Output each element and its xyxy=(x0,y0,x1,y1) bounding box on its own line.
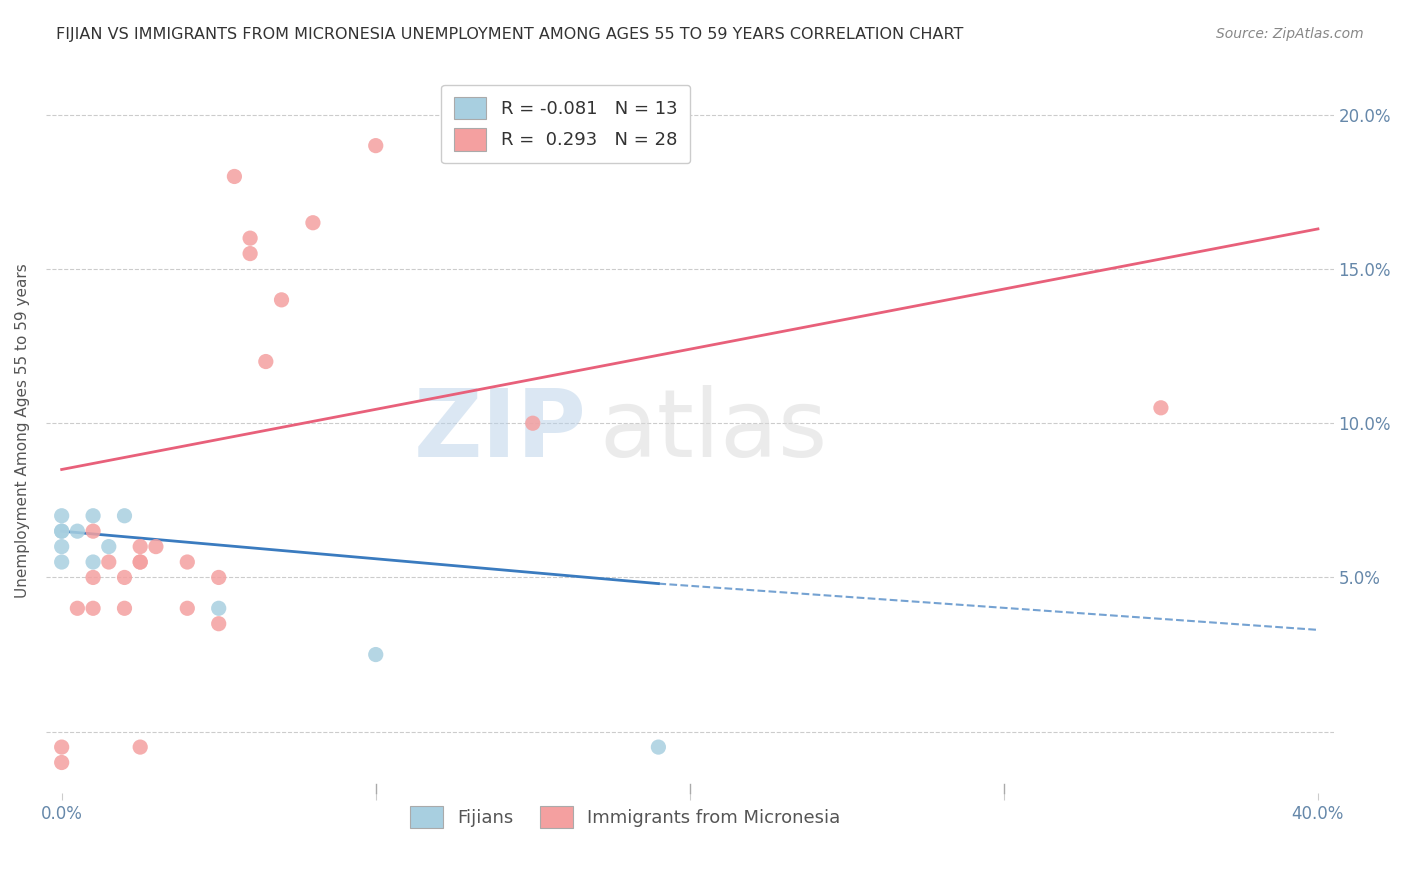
Point xyxy=(224,169,246,184)
Text: FIJIAN VS IMMIGRANTS FROM MICRONESIA UNEMPLOYMENT AMONG AGES 55 TO 59 YEARS CORR: FIJIAN VS IMMIGRANTS FROM MICRONESIA UNE… xyxy=(56,27,963,42)
Point xyxy=(176,555,198,569)
Point xyxy=(364,648,387,662)
Point xyxy=(239,246,262,260)
Point xyxy=(114,570,136,584)
Point xyxy=(522,416,544,430)
Point xyxy=(82,601,104,615)
Point xyxy=(145,540,167,554)
Point xyxy=(208,570,231,584)
Point xyxy=(66,524,89,538)
Point xyxy=(51,540,73,554)
Point xyxy=(97,540,120,554)
Point xyxy=(51,740,73,755)
Point xyxy=(208,616,231,631)
Point xyxy=(647,740,669,755)
Point xyxy=(51,524,73,538)
Point xyxy=(82,570,104,584)
Point xyxy=(82,555,104,569)
Point xyxy=(270,293,292,307)
Y-axis label: Unemployment Among Ages 55 to 59 years: Unemployment Among Ages 55 to 59 years xyxy=(15,263,30,599)
Text: Source: ZipAtlas.com: Source: ZipAtlas.com xyxy=(1216,27,1364,41)
Point xyxy=(129,555,152,569)
Point xyxy=(51,508,73,523)
Legend: Fijians, Immigrants from Micronesia: Fijians, Immigrants from Micronesia xyxy=(404,798,848,835)
Point xyxy=(114,508,136,523)
Point xyxy=(82,524,104,538)
Point xyxy=(66,601,89,615)
Point xyxy=(97,555,120,569)
Point xyxy=(208,601,231,615)
Text: ZIP: ZIP xyxy=(413,385,586,477)
Point xyxy=(51,555,73,569)
Point xyxy=(129,740,152,755)
Point xyxy=(51,756,73,770)
Point xyxy=(364,138,387,153)
Point xyxy=(114,601,136,615)
Point xyxy=(129,555,152,569)
Point xyxy=(647,123,669,137)
Point xyxy=(176,601,198,615)
Text: atlas: atlas xyxy=(600,385,828,477)
Point xyxy=(82,508,104,523)
Point xyxy=(302,216,325,230)
Point xyxy=(1150,401,1173,415)
Point xyxy=(129,540,152,554)
Point xyxy=(239,231,262,245)
Point xyxy=(254,354,277,368)
Point xyxy=(51,524,73,538)
